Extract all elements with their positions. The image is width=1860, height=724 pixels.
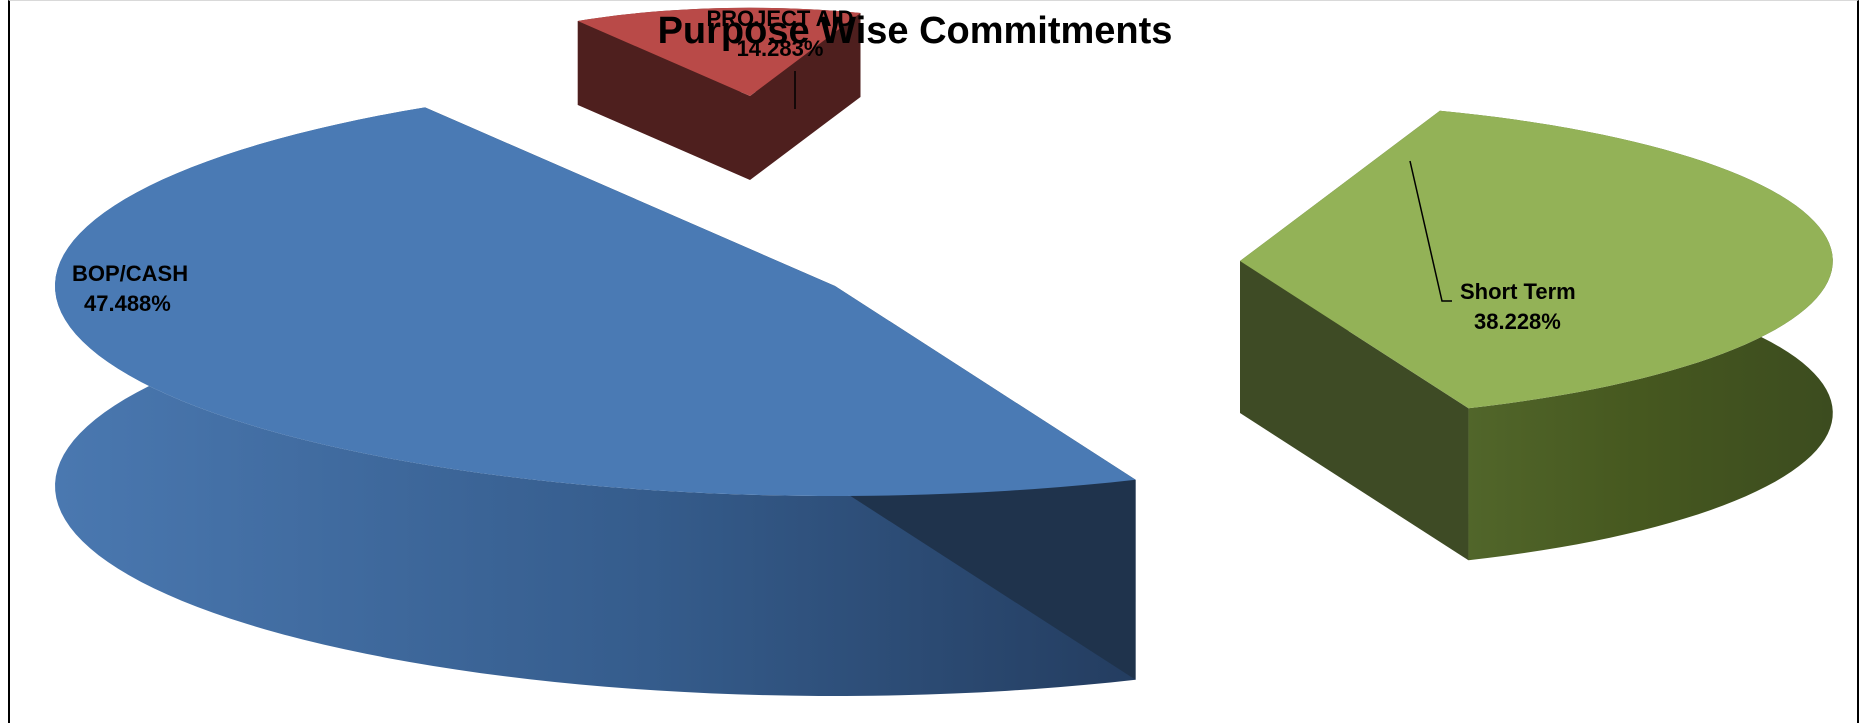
chart-title: Purpose Wise Commitments xyxy=(658,10,1173,52)
data-label-category-short-term: Short Term xyxy=(1460,279,1576,304)
pie-slice-bop-cash xyxy=(55,107,1136,696)
pie-chart: Purpose Wise Commitments BOP/CASH 47.488% P… xyxy=(55,6,1833,696)
slice-top-face xyxy=(1240,110,1833,409)
chart-frame: Purpose Wise Commitments BOP/CASH 47.488% P… xyxy=(8,0,1859,723)
pie-slice-short-term xyxy=(1240,110,1833,561)
plot-area xyxy=(55,7,1833,696)
pie-slice-project-aid xyxy=(577,7,861,180)
data-label-category-bop-cash: BOP/CASH xyxy=(72,261,188,286)
data-label-value-project-aid: 14.283% xyxy=(737,36,824,61)
data-label-category-project-aid: PROJECT AID xyxy=(706,6,853,31)
data-label-value-short-term: 38.228% xyxy=(1474,309,1561,334)
slice-cut-face xyxy=(577,20,750,180)
leader-line-short-term xyxy=(1409,160,1452,302)
label-layer: Purpose Wise Commitments BOP/CASH 47.488% P… xyxy=(72,6,1576,334)
slice-cut-face xyxy=(1240,261,1469,561)
slice-top-face xyxy=(55,107,1136,496)
data-label-value-bop-cash: 47.488% xyxy=(84,291,171,316)
slice-cut-face xyxy=(750,12,861,180)
slice-top-face xyxy=(577,7,861,96)
